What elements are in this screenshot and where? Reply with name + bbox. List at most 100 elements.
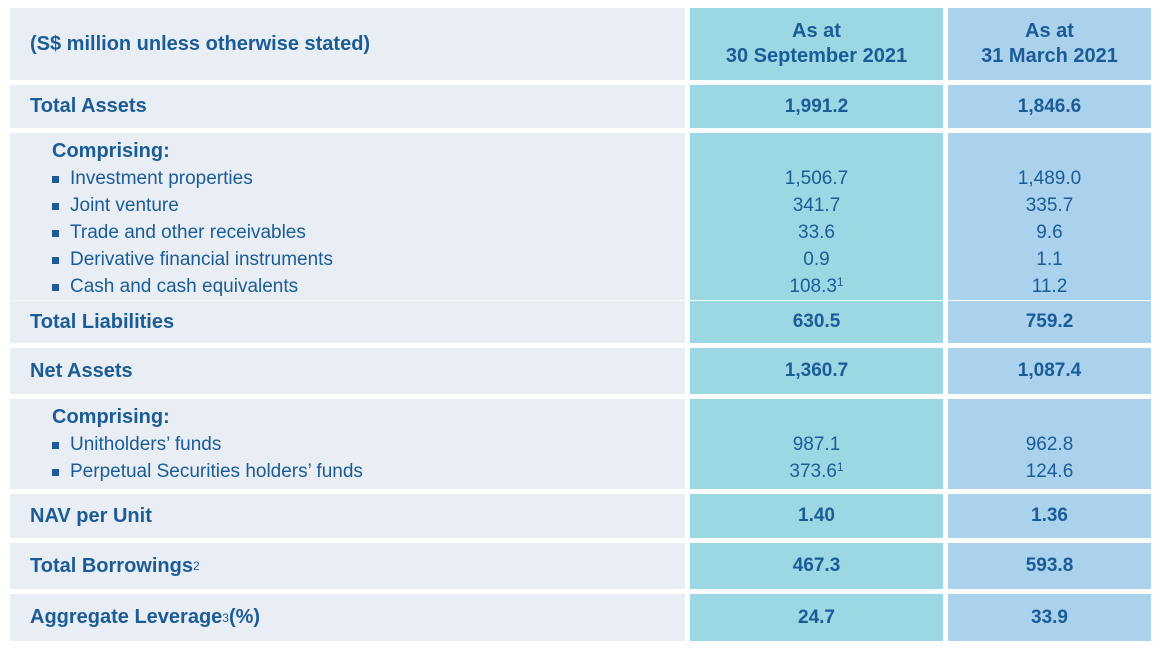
value-cell-sep2021: 467.3 <box>690 543 943 589</box>
value: 108.3 <box>789 276 837 297</box>
row-aggregate-leverage: Aggregate Leverage 3 (%) 24.7 33.9 <box>10 594 1151 641</box>
value: 630.5 <box>792 311 841 332</box>
row-total-assets: Total Assets 1,991.2 1,846.6 <box>10 85 1151 128</box>
row-label: Total Borrowings <box>30 554 193 577</box>
value: 335.7 <box>1025 195 1074 216</box>
list-item: Unitholders’ funds <box>52 431 685 458</box>
value-cell-sep2021: 630.5 <box>690 301 943 343</box>
footnote-marker: 1 <box>836 275 844 289</box>
list-item: Perpetual Securities holders’ funds <box>52 458 685 485</box>
bullet-square-icon <box>52 469 59 476</box>
value-cell-mar2021: 759.2 <box>948 301 1151 343</box>
row-net-assets: Net Assets 1,360.7 1,087.4 <box>10 348 1151 394</box>
item-label: Joint venture <box>70 195 179 216</box>
as-at-label: As at <box>792 20 841 42</box>
item-label: Trade and other receivables <box>70 222 306 243</box>
row-total-liabilities: Total Liabilities 630.5 759.2 <box>10 301 1151 343</box>
row-comprising-assets: Comprising: Investment properties Joint … <box>10 133 1151 300</box>
value: 987.1 <box>792 434 841 455</box>
list-item: Derivative financial instruments <box>52 246 685 273</box>
spacer <box>690 138 943 165</box>
row-total-borrowings: Total Borrowings 2 467.3 593.8 <box>10 543 1151 589</box>
row-label: NAV per Unit <box>30 504 152 527</box>
row-label-cell: Total Borrowings 2 <box>10 543 685 589</box>
value-cell-sep2021: 24.7 <box>690 594 943 641</box>
units-note-cell: (S$ million unless otherwise stated) <box>10 8 685 80</box>
value: 24.7 <box>798 606 835 628</box>
value: 124.6 <box>1025 461 1074 482</box>
value-cell-mar2021: 33.9 <box>948 594 1151 641</box>
value: 1.40 <box>798 505 835 526</box>
list-item: Investment properties <box>52 165 685 192</box>
bullet-square-icon <box>52 176 59 183</box>
row-label-cell: NAV per Unit <box>10 494 685 538</box>
value-cell-sep2021: 1,360.7 <box>690 348 943 394</box>
list-item: Joint venture <box>52 192 685 219</box>
item-label: Investment properties <box>70 168 253 189</box>
row-label-cell: Total Liabilities <box>10 301 685 343</box>
row-label: Total Assets <box>30 95 147 117</box>
value: 11.2 <box>1031 276 1068 297</box>
row-label-suffix: (%) <box>228 606 261 628</box>
value: 759.2 <box>1025 311 1074 332</box>
table-header-row: (S$ million unless otherwise stated) As … <box>10 8 1151 80</box>
value: 1.1 <box>1036 249 1063 270</box>
spacer <box>948 138 1151 165</box>
list-item: Cash and cash equivalents <box>52 273 685 300</box>
value: 341.7 <box>792 195 841 216</box>
value-with-footnote: 108.31 <box>690 273 943 300</box>
row-label: Aggregate Leverage <box>30 606 223 628</box>
comprising-heading: Comprising: <box>52 140 170 162</box>
as-at-label: As at <box>1025 20 1074 42</box>
item-label: Derivative financial instruments <box>70 249 333 270</box>
value-cell-mar2021: 1,087.4 <box>948 348 1151 394</box>
value: 373.6 <box>789 461 837 482</box>
date-mar2021: 31 March 2021 <box>981 45 1118 67</box>
item-label: Perpetual Securities holders’ funds <box>70 461 363 482</box>
value: 1.36 <box>1031 505 1068 526</box>
units-note: (S$ million unless otherwise stated) <box>30 32 371 55</box>
row-label-cell: Comprising: Unitholders’ funds Perpetual… <box>10 399 685 489</box>
value-cell-sep2021: 1,991.2 <box>690 85 943 128</box>
value: 1,991.2 <box>784 95 849 117</box>
value-cell-sep2021: 1,506.7 341.7 33.6 0.9 108.31 <box>690 133 943 300</box>
value-cell-mar2021: 1,489.0 335.7 9.6 1.1 11.2 <box>948 133 1151 300</box>
value-cell-mar2021: 962.8 124.6 <box>948 399 1151 489</box>
footnote-marker: 1 <box>836 460 844 474</box>
value-cell-mar2021: 1.36 <box>948 494 1151 538</box>
bullet-square-icon <box>52 284 59 291</box>
bullet-square-icon <box>52 442 59 449</box>
value: 33.9 <box>1031 606 1068 628</box>
bullet-square-icon <box>52 257 59 264</box>
value: 593.8 <box>1025 555 1074 576</box>
value: 1,846.6 <box>1017 95 1082 117</box>
item-label: Unitholders’ funds <box>70 434 222 455</box>
row-label: Total Liabilities <box>30 310 175 333</box>
row-label-cell: Comprising: Investment properties Joint … <box>10 133 685 300</box>
row-label-cell: Total Assets <box>10 85 685 128</box>
value: 1,360.7 <box>784 360 849 381</box>
value-with-footnote: 373.61 <box>690 458 943 485</box>
value-cell-mar2021: 593.8 <box>948 543 1151 589</box>
date-sep2021: 30 September 2021 <box>725 45 908 67</box>
value: 9.6 <box>1036 222 1063 243</box>
bullet-square-icon <box>52 230 59 237</box>
spacer <box>690 404 943 431</box>
comprising-heading: Comprising: <box>52 406 170 428</box>
spacer <box>948 404 1151 431</box>
value: 33.6 <box>798 222 835 243</box>
row-label-cell: Net Assets <box>10 348 685 394</box>
value: 1,087.4 <box>1017 360 1082 381</box>
row-comprising-funds: Comprising: Unitholders’ funds Perpetual… <box>10 399 1151 489</box>
value: 0.9 <box>803 249 830 270</box>
row-nav-per-unit: NAV per Unit 1.40 1.36 <box>10 494 1151 538</box>
bullet-square-icon <box>52 203 59 210</box>
column-header-mar2021: As at 31 March 2021 <box>948 8 1151 80</box>
value-cell-mar2021: 1,846.6 <box>948 85 1151 128</box>
value: 1,506.7 <box>784 168 849 189</box>
value: 962.8 <box>1025 434 1074 455</box>
value: 467.3 <box>792 555 841 576</box>
row-label: Net Assets <box>30 359 133 382</box>
item-label: Cash and cash equivalents <box>70 276 299 297</box>
